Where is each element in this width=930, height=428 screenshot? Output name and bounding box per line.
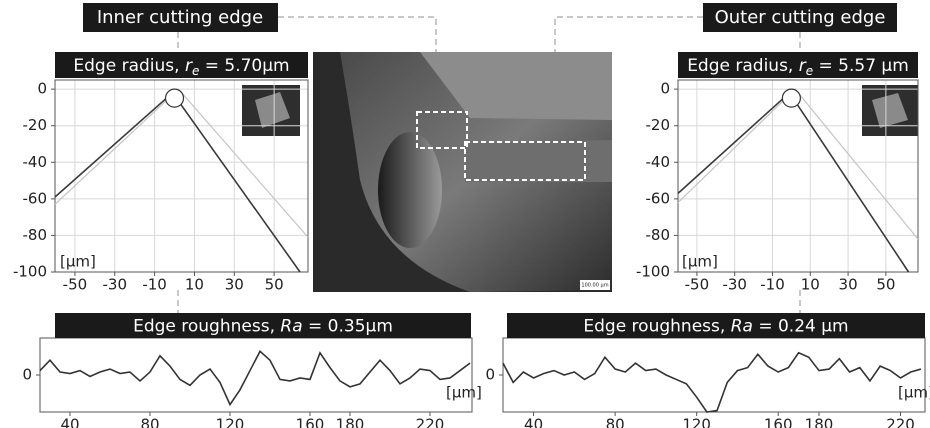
x-tick-label: -30 (722, 276, 747, 294)
x-tick-label: 40 (60, 416, 79, 428)
title-part: Edge roughness, (583, 317, 730, 337)
x-tick-label: 160 (296, 416, 325, 428)
x-tick-label: 120 (216, 416, 245, 428)
x-tick-label: 80 (140, 416, 159, 428)
title-part: Ra (731, 317, 753, 337)
chart-title: Edge radius, re = 5.70µm (73, 56, 289, 78)
y-tick-label: -80 (23, 226, 48, 244)
x-tick-label: 10 (185, 276, 204, 294)
title-part: = 0.24 µm (753, 317, 849, 337)
title-part: = 5.70µm (199, 56, 289, 76)
x-tick-label: 180 (805, 416, 834, 428)
title-part: Edge roughness, (133, 317, 280, 337)
outer-label: Outer cutting edge (715, 7, 886, 28)
y-tick-label: -60 (646, 189, 671, 207)
title-part: = 5.57 µm (813, 56, 909, 76)
y-tick-label: -40 (646, 153, 671, 171)
title-part: e (192, 64, 199, 78)
chart: 0 40 80 120 160 180 220 [µm] Edge roughness, Ra … (485, 313, 930, 428)
unit-label: [µm] (446, 384, 482, 402)
y-tick-label: -20 (23, 116, 48, 134)
x-tick-label: 40 (524, 416, 543, 428)
y-tick-label: 0 (37, 80, 47, 98)
x-tick-label: -50 (63, 276, 88, 294)
chart-title: Edge radius, re = 5.57 µm (687, 56, 909, 78)
x-tick-label: 10 (801, 276, 820, 294)
photo-hole (378, 132, 442, 248)
title-part: Edge radius, (687, 56, 799, 76)
title-part: Edge radius, (73, 56, 185, 76)
x-tick-label: 30 (225, 276, 244, 294)
x-tick-label: 50 (265, 276, 284, 294)
y-tick-label: 0 (485, 366, 495, 384)
edge-circle (782, 89, 800, 107)
x-tick-label: 160 (764, 416, 793, 428)
unit-label: [µm] (60, 253, 96, 271)
unit-label: [µm] (682, 253, 718, 271)
edge-circle (166, 89, 184, 107)
unit-label: [µm] (898, 384, 930, 402)
y-tick-label: -40 (23, 153, 48, 171)
chart-title: Edge roughness, Ra = 0.24 µm (583, 317, 848, 337)
x-tick-label: 50 (876, 276, 895, 294)
figure: Inner cutting edge Outer cutting edge 10… (0, 0, 930, 428)
y-tick-label: -20 (646, 116, 671, 134)
y-tick-label: -80 (646, 226, 671, 244)
x-tick-label: 220 (416, 416, 445, 428)
y-tick-label: -100 (636, 263, 670, 281)
x-tick-label: 30 (839, 276, 858, 294)
x-tick-label: 80 (606, 416, 625, 428)
x-tick-label: -10 (142, 276, 167, 294)
data-line (503, 353, 921, 412)
y-tick-label: 0 (660, 80, 670, 98)
scale-bar-label: 100.00 µm (581, 283, 608, 289)
y-tick-label: 0 (22, 366, 32, 384)
chart-title: Edge roughness, Ra = 0.35µm (133, 317, 393, 337)
x-tick-label: 120 (682, 416, 711, 428)
chart: 0 40 80 120 160 180 220 [µm] Edge roughness, Ra … (22, 313, 481, 428)
sem-photo: 100.00 µm (313, 52, 612, 292)
y-tick-label: -60 (23, 189, 48, 207)
photo-edge (465, 140, 612, 182)
y-tick-label: -100 (13, 263, 47, 281)
x-tick-label: 220 (886, 416, 915, 428)
data-line (40, 351, 470, 404)
plot-frame (40, 338, 472, 412)
title-part: e (806, 64, 813, 78)
x-tick-label: -50 (685, 276, 710, 294)
x-tick-label: -30 (103, 276, 128, 294)
title-part: = 0.35µm (303, 317, 393, 337)
title-part: Ra (280, 317, 302, 337)
inner-label: Inner cutting edge (97, 7, 263, 28)
x-tick-label: -10 (760, 276, 785, 294)
x-tick-label: 180 (336, 416, 365, 428)
